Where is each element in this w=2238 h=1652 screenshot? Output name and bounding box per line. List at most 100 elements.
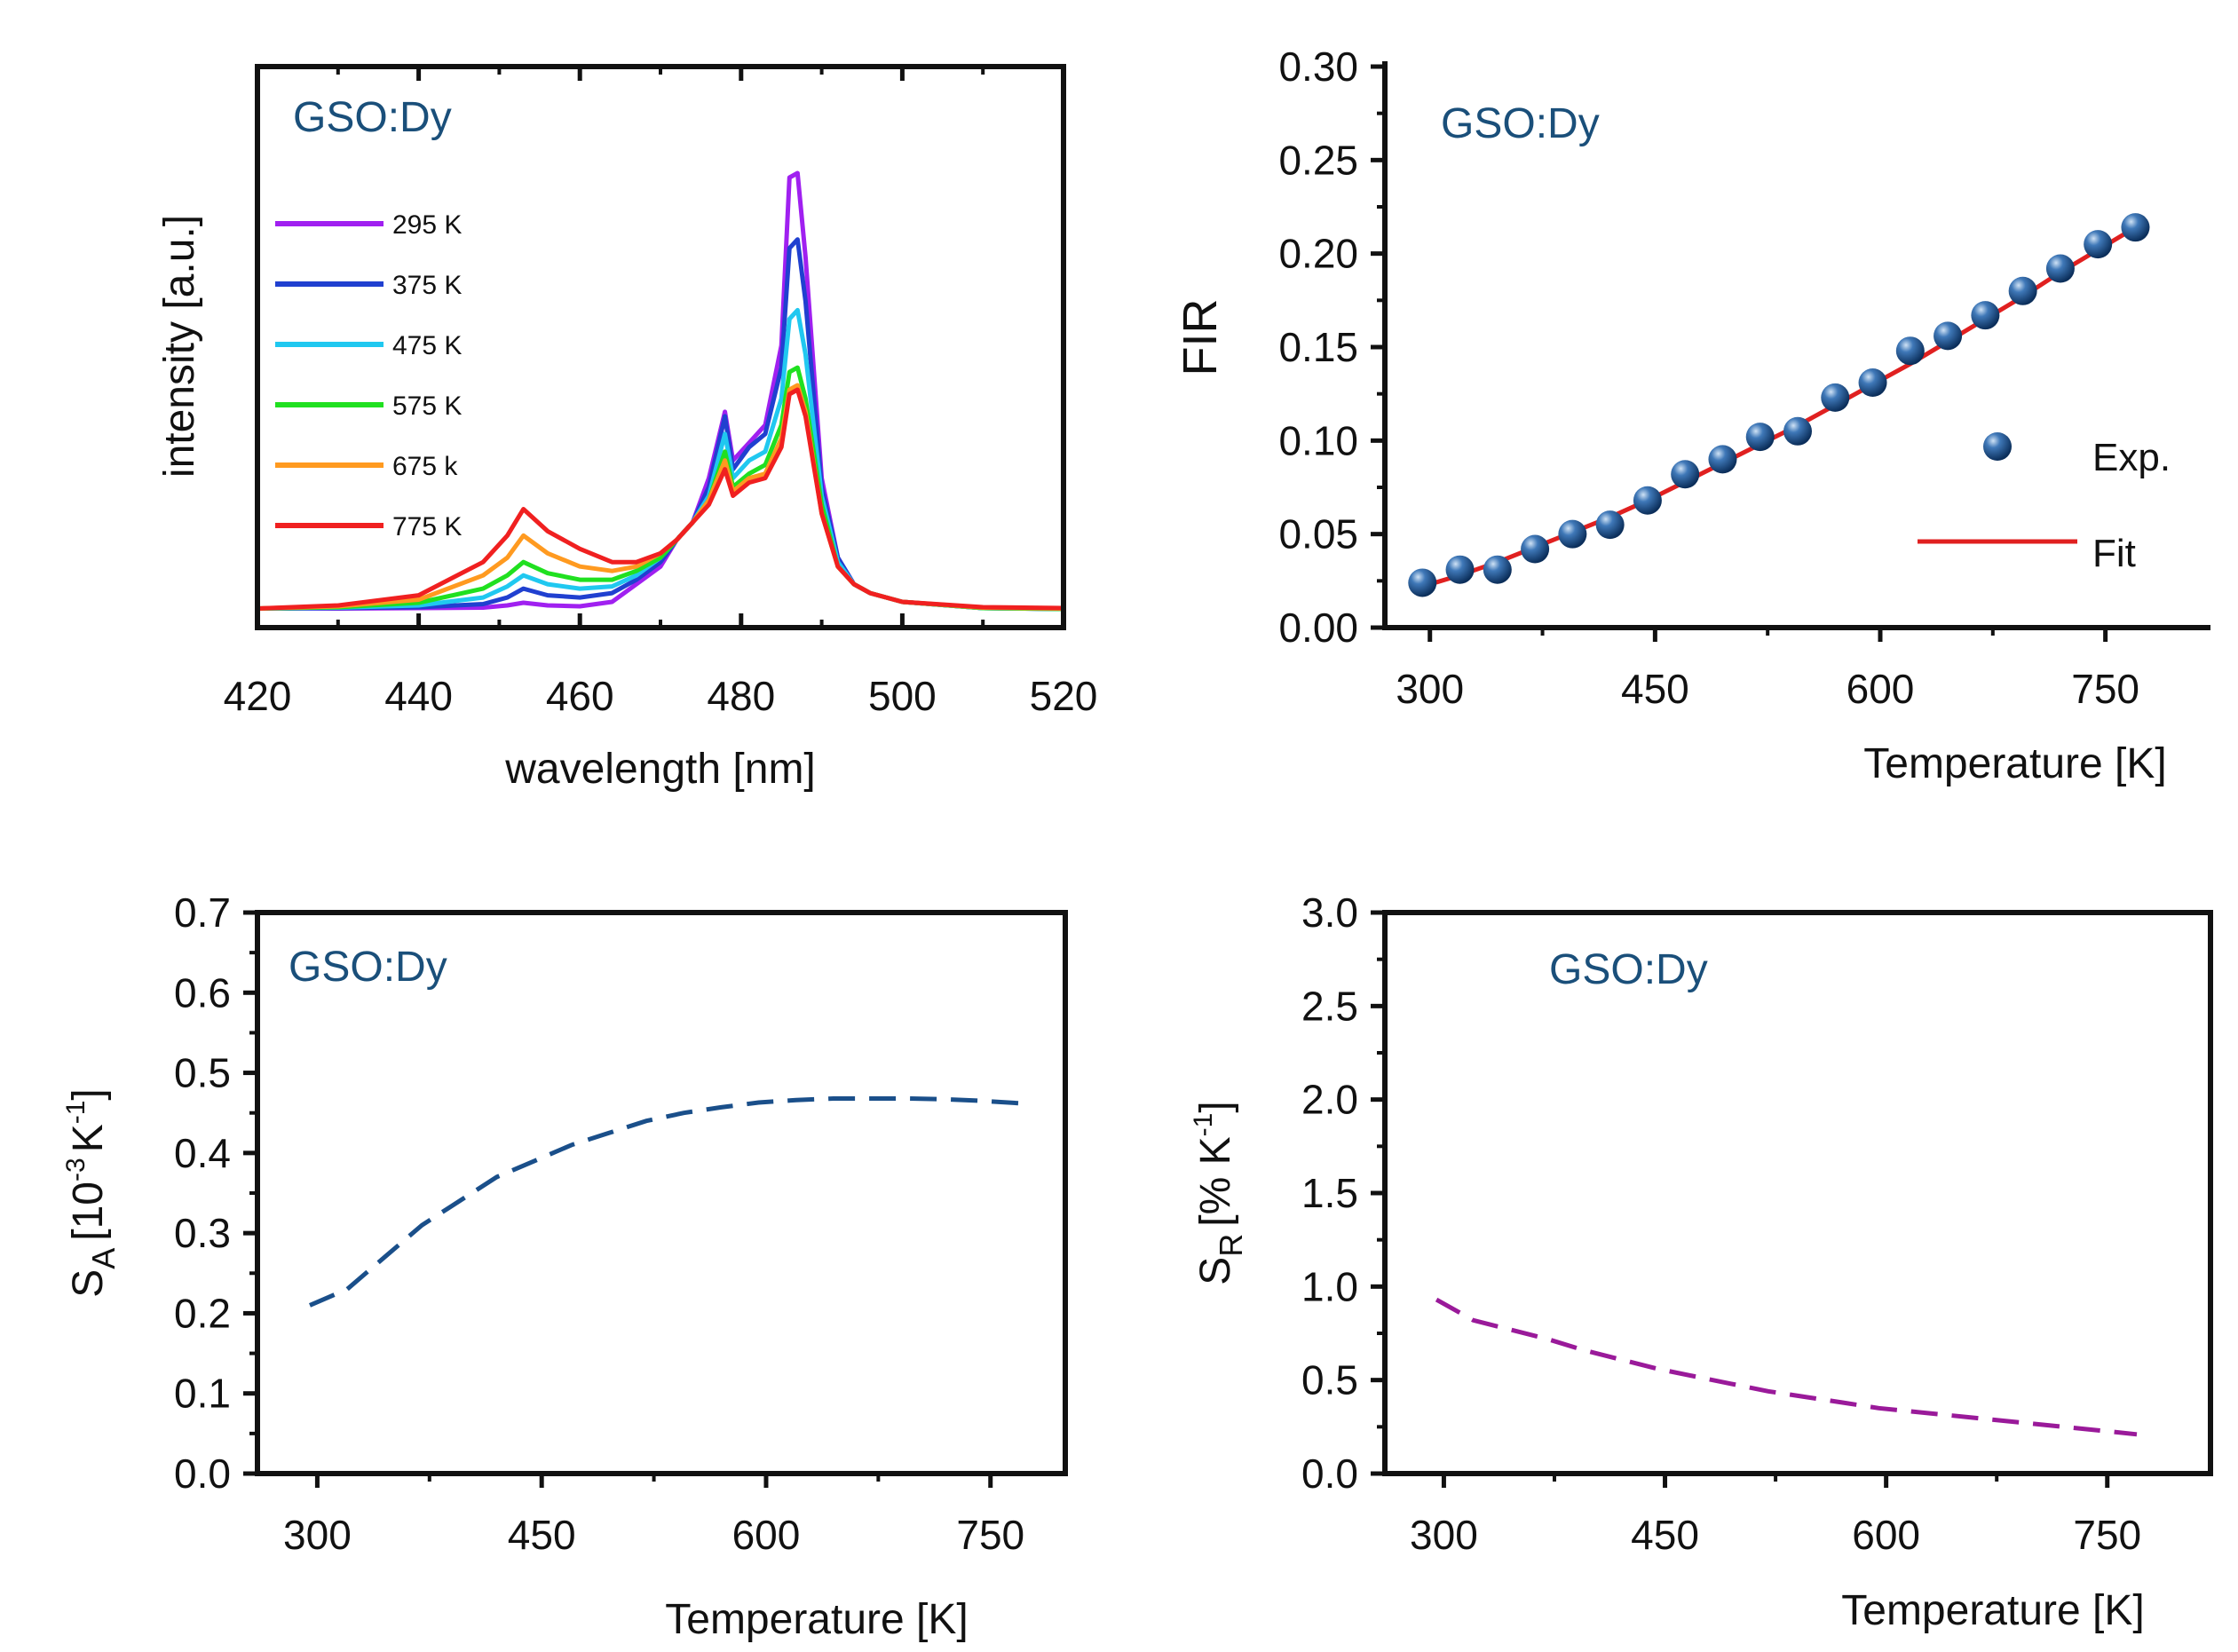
panel-b-exp-point-8 [1708, 445, 1737, 474]
panel-a-legend-label-0: 295 K [392, 210, 462, 240]
panel-a-xtick-label-0: 420 [224, 673, 292, 719]
panel-c-ytick-label-6: 0.6 [174, 969, 231, 1016]
panel-d-ylabel-rest: [% K [1192, 1136, 1239, 1226]
panel-b-exp-point-3 [1521, 534, 1550, 564]
panel-b-exp-point-2 [1483, 555, 1512, 584]
panel-a-series-line-5 [257, 387, 1064, 611]
panel-b-label: GSO:Dy [1441, 100, 1600, 147]
panel-b-xtick-label-1: 450 [1621, 666, 1689, 712]
panel-d-xtick-label-3: 750 [2073, 1512, 2141, 1558]
panel-a-legend-label-2: 475 K [392, 331, 462, 360]
panel-d-ylabel-sub: R [1213, 1234, 1249, 1257]
panel-b-exp-point-16 [2008, 276, 2037, 305]
panel-b-ytick-label-4: 0.20 [1278, 231, 1358, 277]
panel-b-ytick-label-5: 0.25 [1278, 137, 1358, 183]
svg-text:SA[10-3K-1]: SA [10-3 K-1] [61, 1088, 122, 1298]
panel-c-ytick-label-2: 0.2 [174, 1290, 231, 1336]
svg-text:SR[% K-1]: SR [% K-1] [1189, 1101, 1249, 1284]
panel-b-exp-point-1 [1445, 555, 1475, 584]
panel-b-legend-exp: Exp. [2092, 436, 2171, 479]
panel-c-xlabel: Temperature [K] [665, 1596, 968, 1643]
panel-a-series-line-0 [257, 170, 1064, 612]
panel-c-ylabel: SA [10-3 K-1] [61, 1088, 122, 1298]
panel-b-fir: 300 450 600 750 0.00 0.05 0.10 0.15 0.20 0.25 0.30… [1174, 43, 2210, 787]
panel-a-legend-label-3: 575 K [392, 391, 462, 421]
panel-a-series-line-4 [257, 383, 1064, 611]
panel-d-ytick-label-6: 3.0 [1301, 889, 1358, 936]
panel-d-label: GSO:Dy [1549, 946, 1708, 993]
panel-c-xtick-label-2: 600 [732, 1512, 801, 1558]
panel-d-frame [1382, 910, 2213, 1476]
panel-c-ylabel-end: ] [65, 1088, 112, 1100]
panel-b-ytick-label-1: 0.05 [1278, 511, 1358, 557]
panel-b-ytick-label-2: 0.10 [1278, 417, 1358, 463]
panel-c-xtick-label-3: 750 [956, 1512, 1024, 1558]
panel-c-ytick-label-4: 0.4 [174, 1130, 231, 1176]
panel-c-ytick-label-7: 0.7 [174, 889, 231, 936]
panel-c-ylabel-rest: [10 [65, 1182, 112, 1241]
panel-d-ytick-label-2: 1.0 [1301, 1263, 1358, 1309]
panel-d-ylabel-s: S [1192, 1257, 1239, 1285]
panel-d-xtick-label-1: 450 [1631, 1512, 1699, 1558]
panel-c-ylabel-k: K [65, 1124, 112, 1152]
panel-c-xtick-label-1: 450 [508, 1512, 576, 1558]
panel-a-legend-label-5: 775 K [392, 512, 462, 541]
panel-b-ytick-label-3: 0.15 [1278, 324, 1358, 370]
panel-d-ytick-label-0: 0.0 [1301, 1450, 1358, 1497]
panel-b-exp-point-5 [1595, 510, 1625, 540]
panel-d-sr: 300 450 600 750 0.0 0.5 1.0 1.5 2.0 2.5 3.0 GSO:Dy… [1189, 889, 2213, 1634]
panel-b-xtick-label-3: 750 [2071, 666, 2139, 712]
panel-b-exp-point-19 [2121, 213, 2150, 242]
panel-d-ytick-label-3: 1.5 [1301, 1170, 1358, 1216]
panel-b-exp-point-9 [1745, 423, 1775, 452]
panel-a-legend-label-4: 675 k [392, 452, 458, 481]
panel-b-exp-point-14 [1934, 321, 1963, 351]
panel-b-exp-point-6 [1633, 486, 1662, 515]
panel-b-ylabel: FIR [1174, 299, 1227, 376]
panel-d-ytick-label-1: 0.5 [1301, 1357, 1358, 1403]
panel-c-ytick-label-3: 0.3 [174, 1210, 231, 1256]
panel-b-exp-point-13 [1895, 336, 1925, 366]
panel-b-exp-point-18 [2084, 230, 2113, 259]
panel-d-ytick-label-5: 2.5 [1301, 983, 1358, 1029]
panel-c-ylabel-sup: -3 [61, 1158, 91, 1182]
panel-b-ytick-label-6: 0.30 [1278, 43, 1358, 90]
panel-c-ylabel-s: S [65, 1269, 112, 1298]
panel-a-legend-label-1: 375 K [392, 271, 462, 300]
panel-b-exp-point-7 [1671, 460, 1700, 489]
panel-d-ylabel-sup: -1 [1189, 1113, 1218, 1137]
panel-d-ytick-label-4: 2.0 [1301, 1077, 1358, 1123]
panel-b-exp-point-10 [1783, 416, 1812, 446]
panel-b-xlabel: Temperature [K] [1863, 740, 2166, 787]
panel-c-sa-line [309, 1096, 1021, 1308]
panel-b-legend-exp-marker [1983, 432, 2012, 461]
panel-d-xtick-label-2: 600 [1852, 1512, 1920, 1558]
panel-b-exp-point-12 [1858, 368, 1887, 398]
panel-b-exp-point-15 [1971, 301, 2000, 330]
panel-d-sr-line [1435, 1297, 2138, 1437]
panel-d-xlabel: Temperature [K] [1841, 1587, 2144, 1634]
panel-d-ylabel: SR [% K-1] [1189, 1101, 1249, 1284]
panel-b-exp-point-11 [1821, 383, 1850, 412]
panel-c-sa: 300 450 600 750 0.0 0.1 0.2 0.3 0.4 0.5 0.6 0.7 GSO… [61, 889, 1068, 1643]
panel-c-ylabel-sub: A [85, 1248, 122, 1269]
panel-a-legend: 295 K 375 K 475 K 575 K 675 k 775 K [275, 210, 462, 541]
panel-b-exp-point-17 [2045, 254, 2075, 283]
panel-a-ylabel: intensity [a.u.] [156, 215, 203, 478]
panel-a-spectra: 420 440 460 480 500 520 GSO:Dy wavelength [nm… [156, 64, 1097, 793]
panel-a-xtick-label-2: 460 [546, 673, 614, 719]
panel-b-xtick-label-2: 600 [1847, 666, 1915, 712]
panel-a-xtick-label-1: 440 [384, 673, 453, 719]
panel-a-xtick-label-3: 480 [707, 673, 775, 719]
panel-c-ytick-label-5: 0.5 [174, 1050, 231, 1096]
panel-c-label: GSO:Dy [289, 944, 447, 991]
panel-b-exp-point-0 [1408, 568, 1437, 597]
panel-d-xtick-label-0: 300 [1410, 1512, 1478, 1558]
panel-c-ytick-label-0: 0.0 [174, 1450, 231, 1497]
panel-d-ylabel-end: ] [1192, 1101, 1239, 1112]
panel-c-ylabel-sup2: -1 [61, 1101, 91, 1125]
panel-b-ytick-label-0: 0.00 [1278, 605, 1358, 651]
panel-b-legend-fit: Fit [2092, 532, 2136, 575]
panel-b-exp-point-4 [1558, 519, 1587, 549]
